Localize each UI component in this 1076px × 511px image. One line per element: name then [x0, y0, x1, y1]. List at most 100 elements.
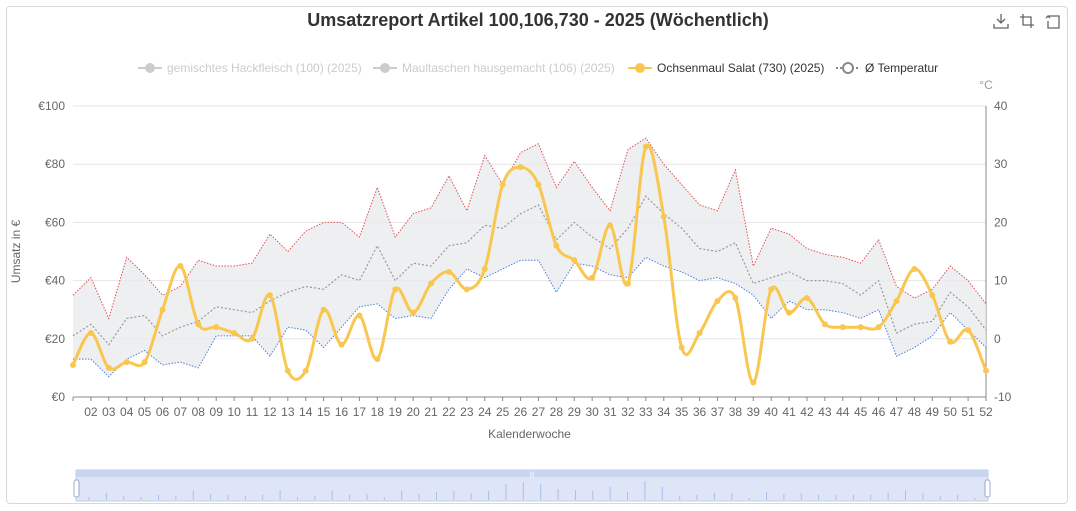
legend-label: Ø Temperatur	[865, 61, 938, 75]
data-point-ochsenmaul[interactable]	[660, 213, 667, 220]
data-point-ochsenmaul[interactable]	[481, 265, 488, 272]
x-tick-label: 13	[281, 405, 295, 419]
data-point-ochsenmaul[interactable]	[213, 324, 220, 331]
x-tick-label: 40	[764, 405, 778, 419]
legend-item[interactable]: gemischtes Hackfleisch (100) (2025)	[138, 61, 362, 75]
data-point-ochsenmaul[interactable]	[875, 324, 882, 331]
data-point-ochsenmaul[interactable]	[803, 295, 810, 302]
chart-toolbox	[992, 12, 1062, 30]
x-tick-label: 48	[908, 405, 922, 419]
x-tick-label: 20	[406, 405, 420, 419]
download-icon[interactable]	[992, 12, 1010, 30]
y-tick-label: €100	[38, 99, 65, 113]
data-point-ochsenmaul[interactable]	[320, 306, 327, 313]
data-point-ochsenmaul[interactable]	[750, 379, 757, 386]
x-tick-label: 47	[890, 405, 904, 419]
y2-tick-label: 0	[994, 332, 1001, 346]
data-point-ochsenmaul[interactable]	[624, 280, 631, 287]
data-point-ochsenmaul[interactable]	[893, 297, 900, 304]
series-line-min	[73, 256, 987, 378]
series-line-temperature	[72, 195, 987, 346]
data-point-ochsenmaul[interactable]	[732, 295, 739, 302]
y2-tick-label: 40	[994, 99, 1008, 113]
data-point-ochsenmaul[interactable]	[947, 338, 954, 345]
data-point-ochsenmaul[interactable]	[839, 324, 846, 331]
legend-item[interactable]: Ochsenmaul Salat (730) (2025)	[628, 61, 824, 75]
data-point-ochsenmaul[interactable]	[410, 309, 417, 316]
data-point-ochsenmaul[interactable]	[768, 286, 775, 293]
data-point-ochsenmaul[interactable]	[195, 321, 202, 328]
zoom-slider-handle-left[interactable]	[73, 479, 80, 498]
data-point-ochsenmaul[interactable]	[338, 341, 345, 348]
x-tick-label: 11	[246, 405, 259, 419]
data-point-ochsenmaul[interactable]	[965, 327, 972, 334]
x-tick-label: 18	[371, 405, 385, 419]
data-point-ochsenmaul[interactable]	[911, 265, 918, 272]
data-point-ochsenmaul[interactable]	[517, 164, 524, 171]
data-point-ochsenmaul[interactable]	[302, 367, 309, 374]
data-point-ochsenmaul[interactable]	[696, 329, 703, 336]
zoom-slider-top-bar[interactable]	[76, 470, 988, 477]
data-point-ochsenmaul[interactable]	[929, 292, 936, 299]
x-tick-label: 29	[568, 405, 582, 419]
x-tick-label: 31	[603, 405, 617, 419]
data-point-ochsenmaul[interactable]	[553, 242, 560, 249]
data-point-ochsenmaul[interactable]	[177, 263, 184, 270]
x-tick-label: 09	[210, 405, 224, 419]
x-tick-label: 23	[460, 405, 474, 419]
data-point-ochsenmaul[interactable]	[678, 344, 685, 351]
data-point-ochsenmaul[interactable]	[428, 280, 435, 287]
data-point-ochsenmaul[interactable]	[374, 356, 381, 363]
legend-symbol-circle	[145, 63, 155, 73]
x-tick-label: 37	[711, 405, 725, 419]
data-point-ochsenmaul[interactable]	[87, 329, 94, 336]
data-point-ochsenmaul[interactable]	[786, 309, 793, 316]
y2-tick-label: 20	[994, 215, 1008, 229]
data-point-ochsenmaul[interactable]	[284, 367, 291, 374]
x-tick-label: 07	[174, 405, 188, 419]
data-point-ochsenmaul[interactable]	[857, 324, 864, 331]
x-tick-label: 16	[335, 405, 349, 419]
data-point-ochsenmaul[interactable]	[159, 306, 166, 313]
x-tick-label: 41	[782, 405, 796, 419]
data-point-ochsenmaul[interactable]	[499, 181, 506, 188]
restore-icon[interactable]	[1044, 12, 1062, 30]
data-point-ochsenmaul[interactable]	[231, 329, 238, 336]
x-tick-label: 51	[961, 405, 975, 419]
data-point-ochsenmaul[interactable]	[607, 222, 614, 229]
chart-title: Umsatzreport Artikel 100,106,730 - 2025 …	[307, 10, 769, 30]
y2-tick-label: 30	[994, 157, 1008, 171]
data-point-ochsenmaul[interactable]	[821, 321, 828, 328]
data-point-ochsenmaul[interactable]	[535, 181, 542, 188]
data-point-ochsenmaul[interactable]	[70, 361, 76, 368]
x-tick-label: 12	[263, 405, 277, 419]
data-point-ochsenmaul[interactable]	[356, 312, 363, 319]
data-point-ochsenmaul[interactable]	[266, 292, 273, 299]
data-point-ochsenmaul[interactable]	[642, 143, 649, 150]
data-point-ochsenmaul[interactable]	[141, 359, 148, 366]
y2-axis-title: °C	[979, 78, 993, 92]
data-point-ochsenmaul[interactable]	[249, 335, 256, 342]
data-point-ochsenmaul[interactable]	[105, 364, 112, 371]
data-point-ochsenmaul[interactable]	[983, 367, 989, 374]
data-point-ochsenmaul[interactable]	[589, 274, 596, 281]
x-tick-label: 10	[227, 405, 241, 419]
legend-item[interactable]: Maultaschen hausgemacht (106) (2025)	[373, 61, 615, 75]
y-tick-label: €40	[45, 274, 65, 288]
data-point-ochsenmaul[interactable]	[123, 359, 130, 366]
data-point-ochsenmaul[interactable]	[445, 268, 452, 275]
data-point-ochsenmaul[interactable]	[392, 286, 399, 293]
data-point-ochsenmaul[interactable]	[714, 297, 721, 304]
crop-icon[interactable]	[1018, 12, 1036, 30]
zoom-slider-handle-right[interactable]	[984, 479, 991, 498]
legend-item[interactable]: Ø Temperatur	[836, 61, 938, 75]
x-tick-label: 25	[496, 405, 510, 419]
legend-label: Ochsenmaul Salat (730) (2025)	[657, 61, 824, 75]
x-tick-label: 34	[657, 405, 671, 419]
data-point-ochsenmaul[interactable]	[463, 286, 470, 293]
data-point-ochsenmaul[interactable]	[571, 257, 578, 264]
legend-label: gemischtes Hackfleisch (100) (2025)	[167, 61, 362, 75]
y2-tick-label: 10	[994, 274, 1008, 288]
x-tick-label: 45	[854, 405, 868, 419]
